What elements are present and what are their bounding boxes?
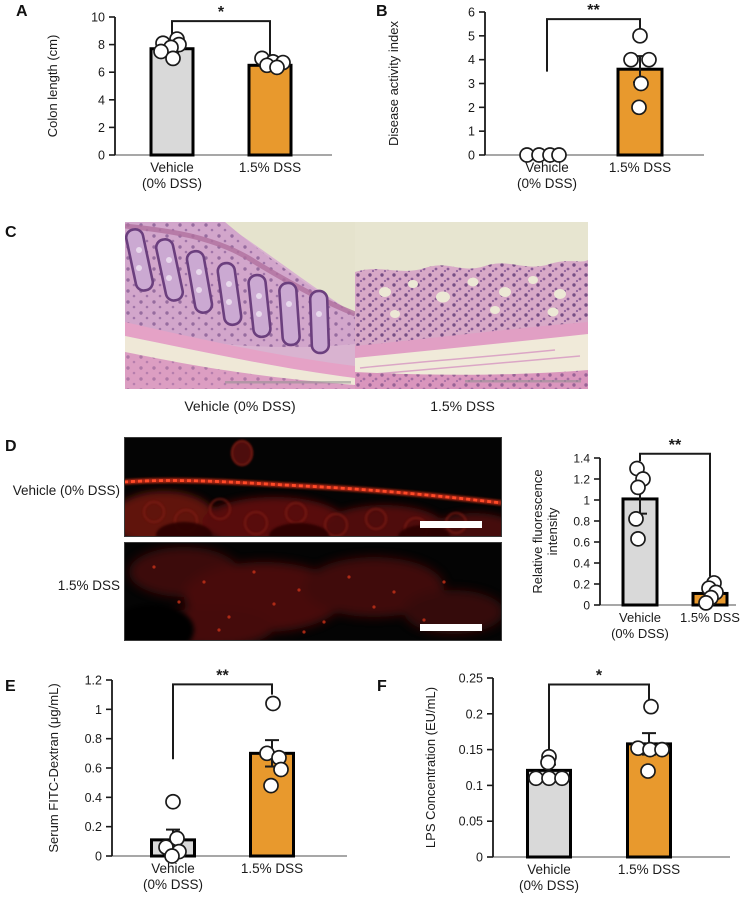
svg-text:10: 10 [91,11,105,25]
svg-text:5: 5 [468,29,475,43]
svg-text:3: 3 [468,77,475,91]
svg-text:1.5% DSS: 1.5% DSS [618,862,680,877]
svg-text:0.8: 0.8 [573,515,590,529]
svg-text:2: 2 [98,121,105,135]
svg-text:Disease activity index: Disease activity index [386,21,401,146]
svg-text:8: 8 [98,38,105,52]
svg-text:1.2: 1.2 [573,473,590,487]
svg-text:Colon length (cm): Colon length (cm) [45,35,60,138]
svg-text:0.15: 0.15 [459,743,483,757]
svg-text:1: 1 [95,703,102,717]
svg-text:*: * [596,667,603,684]
svg-text:1.5% DSS: 1.5% DSS [609,160,671,175]
svg-text:1: 1 [583,494,590,508]
svg-text:(0% DSS): (0% DSS) [142,176,202,191]
fluorescence-image-dss [124,542,502,641]
histology-caption-dss: 1.5% DSS [430,398,495,414]
panel-b-chart-disease-activity: 0 1 2 3 4 5 6 Disease activity index ** Vehicle(0… [386,2,704,191]
svg-text:0: 0 [98,149,105,163]
svg-text:0.25: 0.25 [459,672,483,686]
fluorescence-row-label-vehicle: Vehicle (0% DSS) [12,483,120,498]
histology-image-dss [355,222,588,389]
svg-text:0.05: 0.05 [459,815,483,829]
histology-caption-vehicle: Vehicle (0% DSS) [184,398,296,414]
fluorescence-row-label-dss: 1.5% DSS [57,578,120,593]
svg-text:**: ** [216,667,229,684]
svg-text:(0% DSS): (0% DSS) [611,626,669,641]
svg-text:Vehicle: Vehicle [527,862,571,877]
svg-text:0: 0 [468,149,475,163]
svg-text:Relative fluorescence: Relative fluorescence [530,469,545,593]
panel-a-chart-colon-length: 0 2 4 6 8 10 Colon length (cm) * Vehicle(0% DSS)… [45,4,332,191]
svg-text:0.1: 0.1 [466,779,483,793]
svg-text:(0% DSS): (0% DSS) [519,878,579,893]
svg-text:Vehicle: Vehicle [151,861,195,876]
svg-text:intensity: intensity [545,507,560,555]
scale-bar [420,624,482,631]
svg-text:0.2: 0.2 [573,578,590,592]
panel-c-label: C [5,224,17,241]
svg-text:0.2: 0.2 [85,820,102,834]
svg-text:0.4: 0.4 [85,791,102,805]
panel-b-label: B [376,3,388,20]
svg-text:0.6: 0.6 [573,536,590,550]
svg-text:0.2: 0.2 [466,707,483,721]
svg-text:LPS Concentration (EU/mL): LPS Concentration (EU/mL) [423,687,438,848]
svg-text:1: 1 [468,125,475,139]
svg-text:Vehicle: Vehicle [619,610,661,625]
svg-text:(0% DSS): (0% DSS) [517,176,577,191]
svg-text:Vehicle: Vehicle [525,160,569,175]
svg-text:0: 0 [583,599,590,613]
svg-text:*: * [218,4,225,21]
panel-f-label: F [377,678,387,695]
scale-bar [225,381,351,384]
fluorescence-image-vehicle [124,437,502,537]
svg-text:0.6: 0.6 [85,762,102,776]
svg-text:0.8: 0.8 [85,732,102,746]
svg-text:**: ** [587,2,600,19]
svg-text:Serum FITC-Dextran (μg/mL): Serum FITC-Dextran (μg/mL) [46,683,61,852]
panel-f-chart-lps-concentration: 0 0.05 0.1 0.15 0.2 0.25 LPS Concentration (EU… [423,667,730,893]
svg-text:1.2: 1.2 [85,674,102,688]
scale-bar [465,380,581,383]
svg-text:0: 0 [476,851,483,865]
panel-e-label: E [5,678,16,695]
panel-a-label: A [16,3,28,20]
svg-text:1.4: 1.4 [573,452,590,466]
svg-text:1.5% DSS: 1.5% DSS [239,160,301,175]
svg-text:4: 4 [468,53,475,67]
svg-text:6: 6 [98,66,105,80]
histology-image-vehicle [125,222,355,389]
scale-bar [420,521,482,528]
svg-text:1.5% DSS: 1.5% DSS [241,861,303,876]
svg-text:0: 0 [95,850,102,864]
svg-text:6: 6 [468,6,475,20]
svg-text:2: 2 [468,101,475,115]
svg-text:**: ** [669,437,682,454]
svg-text:(0% DSS): (0% DSS) [143,877,203,892]
panel-d-chart-relative-fluorescence: 0 0.2 0.4 0.6 0.8 1 1.2 1.4 Relative fluorescenc… [530,437,740,641]
svg-text:0.4: 0.4 [573,557,590,571]
svg-text:1.5% DSS: 1.5% DSS [680,610,740,625]
panel-d-label: D [5,438,17,455]
panel-e-chart-fitc-dextran: 0 0.2 0.4 0.6 0.8 1 1.2 Serum FITC-Dextran (μg/… [46,667,347,892]
svg-text:4: 4 [98,93,105,107]
svg-text:Vehicle: Vehicle [150,160,194,175]
